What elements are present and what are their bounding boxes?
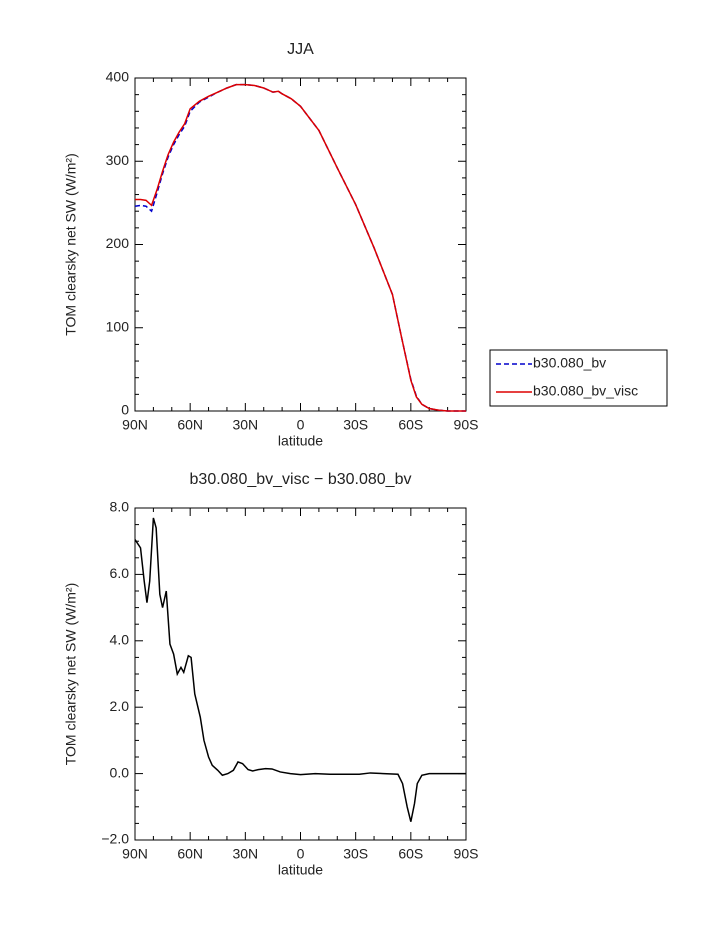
x-tick-label: 60S: [398, 417, 423, 433]
data-line: [134, 83, 466, 412]
y-tick-label: 8.0: [110, 499, 130, 515]
x-tick-label: 60S: [398, 846, 423, 862]
x-tick-label: 60N: [177, 846, 203, 862]
legend-label: b30.080_bv: [533, 355, 606, 371]
x-axis-label: latitude: [278, 862, 323, 878]
x-tick-label: 0: [297, 846, 305, 862]
legend-box: [489, 349, 668, 407]
y-tick-label: 100: [106, 318, 130, 334]
x-tick-label: 60N: [177, 417, 203, 433]
y-tick-label: 2.0: [110, 698, 130, 714]
y-tick-label: 4.0: [110, 632, 130, 648]
x-tick-label: 90N: [122, 846, 148, 862]
y-tick-label: 200: [106, 235, 130, 251]
y-tick-label: 0.0: [110, 764, 130, 780]
x-tick-label: 90S: [454, 846, 479, 862]
data-line: [134, 517, 466, 822]
x-tick-label: 30S: [343, 846, 368, 862]
y-tick-label: 300: [106, 152, 130, 168]
y-axis-label: TOM clearsky net SW (W/m²): [63, 153, 79, 336]
y-tick-label: 400: [106, 69, 130, 85]
y-tick-label: −2.0: [101, 831, 129, 847]
x-tick-label: 90N: [122, 417, 148, 433]
data-line: [135, 83, 466, 412]
x-tick-label: 30N: [232, 417, 258, 433]
y-tick-label: 6.0: [110, 565, 130, 581]
y-axis-label: TOM clearsky net SW (W/m²): [63, 583, 79, 766]
x-tick-label: 0: [297, 417, 305, 433]
chart-title: JJA: [287, 41, 314, 58]
chart-title: b30.080_bv_visc − b30.080_bv: [190, 471, 412, 488]
x-tick-label: 30S: [343, 417, 368, 433]
x-axis-label: latitude: [278, 433, 323, 449]
y-tick-label: 0: [121, 402, 129, 418]
x-tick-label: 30N: [232, 846, 258, 862]
plot-frame: [134, 77, 467, 412]
legend-label: b30.080_bv_visc: [533, 383, 638, 399]
x-tick-label: 90S: [454, 417, 479, 433]
